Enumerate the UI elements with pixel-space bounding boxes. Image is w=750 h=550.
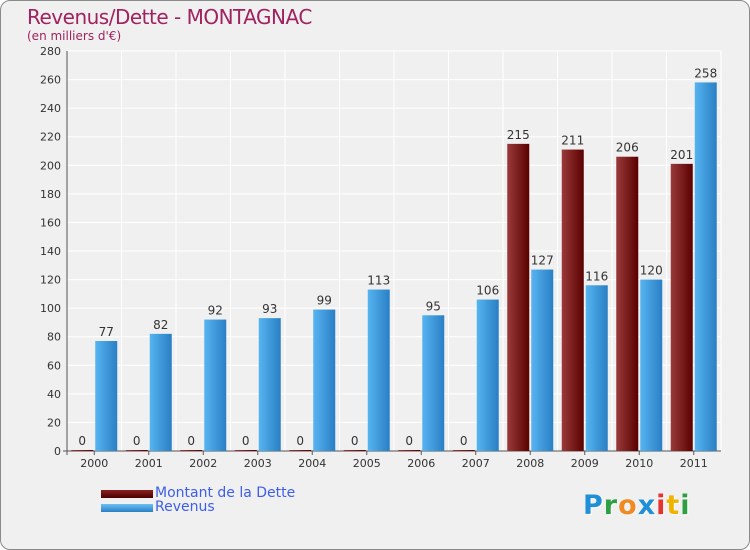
data-label-revenus: 92 <box>208 304 223 318</box>
chart-title: Revenus/Dette - MONTAGNAC <box>27 5 312 29</box>
bar-dette <box>670 163 693 451</box>
bar-dette <box>234 450 257 451</box>
bar-dette <box>561 149 584 452</box>
data-label-revenus: 95 <box>426 299 441 313</box>
bar-revenus <box>531 269 554 451</box>
bar-dette <box>289 450 312 451</box>
bar-revenus <box>422 315 445 451</box>
data-label-dette: 0 <box>405 434 413 448</box>
data-label-dette: 0 <box>133 434 141 448</box>
data-label-dette: 0 <box>187 434 195 448</box>
proxiti-logo: Proxiti <box>583 490 691 521</box>
x-tick-label: 2010 <box>625 457 653 470</box>
y-tick-label: 80 <box>47 331 61 344</box>
logo-letter: i <box>680 490 691 521</box>
x-tick-label: 2002 <box>189 457 217 470</box>
bar-dette <box>398 450 421 451</box>
legend-swatch-dette <box>101 490 153 498</box>
y-tick-label: 0 <box>54 445 61 458</box>
bar-dette <box>616 156 639 451</box>
data-label-dette: 0 <box>460 434 468 448</box>
logo-letter: x <box>637 490 657 521</box>
y-tick-label: 200 <box>40 159 61 172</box>
y-tick-label: 160 <box>40 216 61 229</box>
x-tick-label: 2007 <box>462 457 490 470</box>
x-tick-label: 2008 <box>516 457 544 470</box>
data-label-revenus: 258 <box>694 66 717 80</box>
legend-label-dette: Montant de la Dette <box>155 485 296 501</box>
y-tick-label: 140 <box>40 245 61 258</box>
logo-letter: t <box>666 490 681 521</box>
bar-dette <box>452 450 475 451</box>
bar-revenus <box>204 319 227 451</box>
bar-dette <box>343 450 366 451</box>
y-tick-label: 220 <box>40 131 61 144</box>
x-tick-label: 2001 <box>135 457 163 470</box>
data-label-revenus: 120 <box>640 264 663 278</box>
bar-revenus <box>476 299 499 451</box>
logo-letter: r <box>603 490 619 521</box>
y-tick-label: 260 <box>40 74 61 87</box>
bar-dette <box>180 450 203 451</box>
data-label-dette: 201 <box>670 148 693 162</box>
bar-revenus <box>313 309 336 451</box>
data-label-dette: 206 <box>616 141 639 155</box>
x-tick-label: 2003 <box>244 457 272 470</box>
x-tick-label: 2009 <box>571 457 599 470</box>
chart-subtitle: (en milliers d'€) <box>27 29 122 43</box>
logo-letter: P <box>583 490 604 521</box>
data-label-revenus: 113 <box>367 274 390 288</box>
bar-dette <box>507 143 530 451</box>
legend-item-dette: Montant de la Dette <box>101 485 341 503</box>
legend-item-revenus: Revenus <box>101 499 341 517</box>
data-label-revenus: 99 <box>317 294 332 308</box>
bar-revenus <box>149 333 172 451</box>
bar-revenus <box>258 318 281 451</box>
y-tick-label: 40 <box>47 388 61 401</box>
y-tick-label: 120 <box>40 274 61 287</box>
x-tick-label: 2005 <box>353 457 381 470</box>
y-tick-label: 280 <box>40 45 61 58</box>
data-label-dette: 0 <box>78 434 86 448</box>
x-tick-label: 2004 <box>298 457 326 470</box>
data-label-revenus: 82 <box>153 318 168 332</box>
y-tick-label: 180 <box>40 188 61 201</box>
data-label-dette: 215 <box>507 128 530 142</box>
bar-revenus <box>585 285 608 451</box>
data-label-revenus: 127 <box>531 254 554 268</box>
logo-letter: o <box>618 490 638 521</box>
bar-revenus <box>694 82 717 451</box>
y-tick-label: 240 <box>40 102 61 115</box>
x-tick-label: 2011 <box>680 457 708 470</box>
logo-letter: i <box>656 490 667 521</box>
bar-dette <box>71 450 94 451</box>
data-label-dette: 0 <box>242 434 250 448</box>
y-tick-label: 60 <box>47 359 61 372</box>
x-tick-label: 2000 <box>80 457 108 470</box>
data-label-dette: 0 <box>296 434 304 448</box>
y-tick-label: 20 <box>47 416 61 429</box>
data-label-revenus: 77 <box>99 325 114 339</box>
legend-swatch-revenus <box>101 504 153 512</box>
data-label-revenus: 106 <box>476 284 499 298</box>
bar-revenus <box>95 341 118 451</box>
bar-revenus <box>640 279 663 451</box>
bar-dette <box>125 450 148 451</box>
data-label-revenus: 93 <box>262 302 277 316</box>
y-tick-label: 100 <box>40 302 61 315</box>
bar-revenus <box>367 289 390 451</box>
x-tick-label: 2006 <box>407 457 435 470</box>
legend-label-revenus: Revenus <box>155 499 215 515</box>
data-label-dette: 0 <box>351 434 359 448</box>
data-label-revenus: 116 <box>585 269 608 283</box>
data-label-dette: 211 <box>561 134 584 148</box>
